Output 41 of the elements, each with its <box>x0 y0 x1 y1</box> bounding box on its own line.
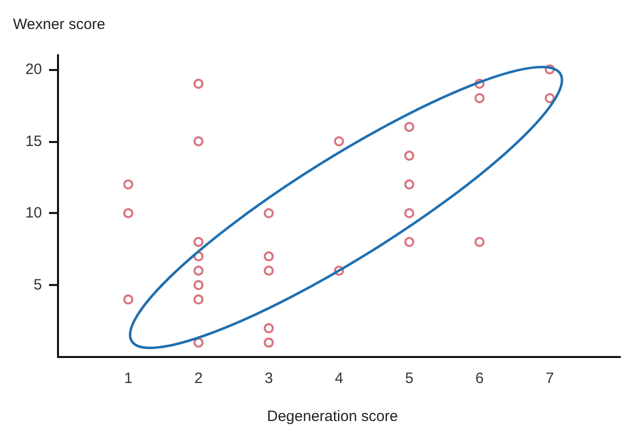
point <box>123 179 134 190</box>
x-tick-label: 6 <box>475 370 484 387</box>
point <box>404 122 414 132</box>
x-tick-label: 1 <box>124 370 132 387</box>
point <box>334 266 344 276</box>
point <box>544 64 555 74</box>
x-tick-label: 5 <box>405 370 414 387</box>
y-tick-label: 15 <box>25 132 42 150</box>
point <box>474 236 484 247</box>
point <box>544 93 555 104</box>
y-tick-label: 10 <box>25 204 42 222</box>
point <box>194 280 204 290</box>
point <box>194 338 204 348</box>
point <box>474 78 484 89</box>
point <box>404 208 414 218</box>
point <box>334 136 344 146</box>
y-tick-label: 20 <box>25 60 42 78</box>
x-tick-label: 2 <box>194 370 203 387</box>
y-axis-title: Wexner score <box>13 16 106 33</box>
point <box>123 208 134 218</box>
x-tick-label: 7 <box>546 370 554 387</box>
x-tick-label: 4 <box>334 370 344 387</box>
point <box>194 251 204 262</box>
point <box>194 236 204 247</box>
x-axis-title: Degeneration score <box>267 408 398 425</box>
point <box>404 236 414 247</box>
point <box>194 78 204 89</box>
point <box>194 266 204 276</box>
point <box>123 294 134 304</box>
point <box>264 266 274 276</box>
point <box>194 136 204 146</box>
point <box>404 150 414 161</box>
point <box>264 323 274 334</box>
point <box>264 338 274 348</box>
point <box>194 294 204 304</box>
y-tick-label: 5 <box>34 276 42 294</box>
point <box>474 93 484 104</box>
point <box>264 251 274 262</box>
x-tick-label: 3 <box>264 370 273 387</box>
point <box>404 179 414 190</box>
point <box>264 208 274 218</box>
